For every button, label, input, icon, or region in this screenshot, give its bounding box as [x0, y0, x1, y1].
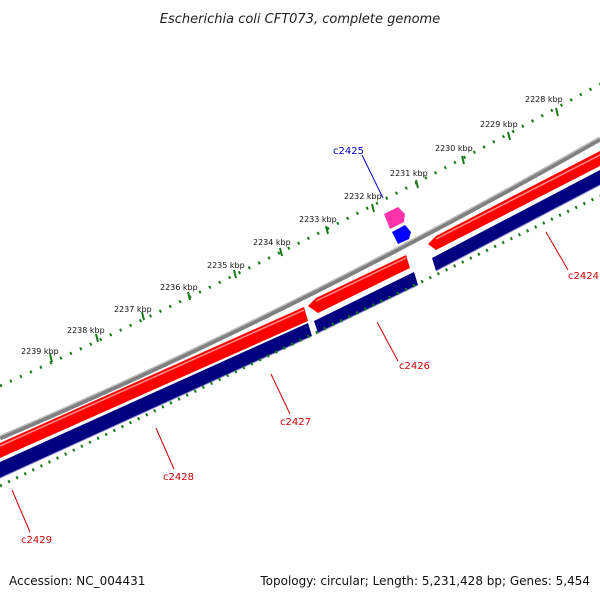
kbp-tick-mark	[141, 311, 145, 321]
gene-label-leaders	[11, 154, 569, 533]
kbp-tick-mark	[415, 179, 419, 189]
kbp-scale: 2228 kbp 2229 kbp 2230 kbp 2231 kbp 2232 kbp…	[21, 95, 563, 363]
genome-backbone	[0, 136, 600, 441]
kbp-tick-mark	[371, 203, 375, 213]
gene-label-c2428[interactable]: c2428	[163, 472, 194, 483]
kbp-tick-mark	[49, 353, 53, 363]
gene-label-c2429[interactable]: c2429	[21, 535, 52, 546]
kbp-tick-label: 2231 kbp	[390, 169, 428, 178]
pink-feature[interactable]	[384, 207, 405, 229]
gene-c2428-arrow[interactable]	[0, 307, 308, 458]
kbp-tick-label: 2235 kbp	[207, 261, 245, 270]
kbp-tick-mark	[507, 131, 511, 141]
kbp-tick-label: 2230 kbp	[435, 144, 473, 153]
inner-tick-track	[0, 194, 600, 488]
kbp-tick-mark	[95, 333, 99, 343]
kbp-tick-label: 2237 kbp	[114, 305, 152, 314]
kbp-tick-label: 2229 kbp	[480, 120, 518, 129]
kbp-tick-mark	[233, 269, 237, 279]
kbp-tick-label: 2228 kbp	[525, 95, 563, 104]
kbp-tick-label: 2236 kbp	[160, 283, 198, 292]
reverse-strand	[0, 170, 600, 479]
gene-label-c2427[interactable]: c2427	[280, 417, 311, 428]
gene-label-c2424[interactable]: c2424	[568, 271, 599, 282]
gene-c2424-reverse-arrow[interactable]	[432, 170, 600, 271]
gene-c2424-arrow[interactable]	[428, 151, 600, 250]
gene-labels: c2425 c2424 c2426 c2427 c2428 c2429	[21, 146, 599, 546]
kbp-tick-label: 2232 kbp	[344, 192, 382, 201]
gene-label-c2425[interactable]: c2425	[333, 146, 364, 157]
forward-strand-shine	[0, 154, 600, 447]
kbp-tick-mark	[325, 225, 329, 235]
kbp-tick-label: 2233 kbp	[299, 215, 337, 224]
forward-strand	[0, 151, 600, 458]
map-title: Escherichia coli CFT073, complete genome	[160, 12, 440, 27]
accession-text: Accession: NC_004431	[9, 574, 146, 588]
genome-backbone-highlight	[0, 136, 600, 437]
blue-feature[interactable]	[392, 225, 411, 244]
kbp-tick-label: 2238 kbp	[67, 326, 105, 335]
gene-c2429-arrow[interactable]	[0, 323, 312, 478]
kbp-tick-mark	[187, 291, 191, 301]
kbp-tick-mark	[461, 155, 465, 165]
kbp-tick-label: 2239 kbp	[21, 347, 59, 356]
kbp-tick-mark	[279, 247, 283, 257]
topology-text: Topology: circular; Length: 5,231,428 bp…	[260, 574, 590, 588]
gene-label-c2426[interactable]: c2426	[399, 361, 430, 372]
gene-c2427-arrow[interactable]	[314, 272, 418, 333]
kbp-tick-label: 2234 kbp	[253, 238, 291, 247]
gene-c2426-arrow[interactable]	[308, 255, 410, 313]
kbp-tick-mark	[555, 107, 559, 117]
